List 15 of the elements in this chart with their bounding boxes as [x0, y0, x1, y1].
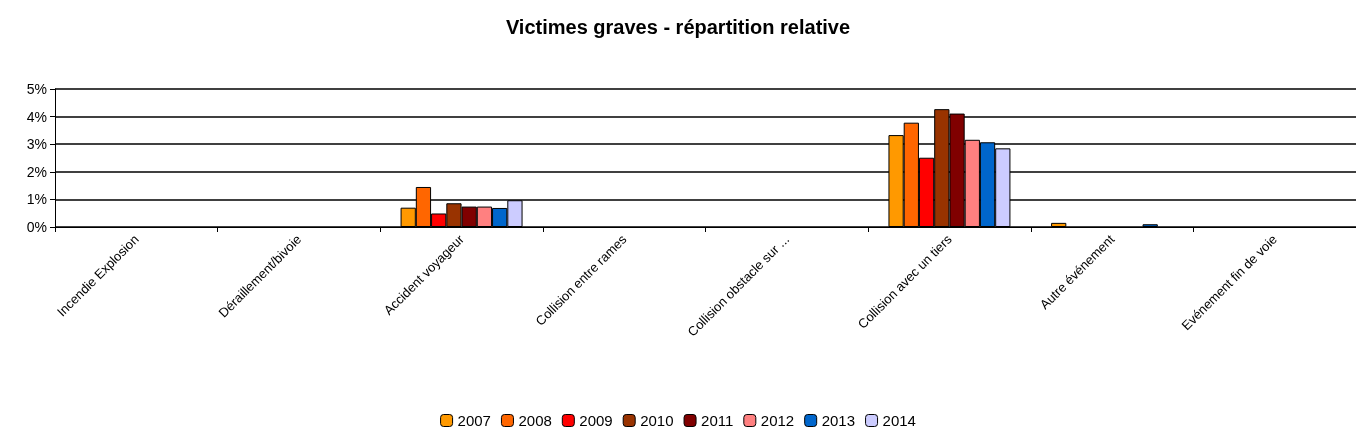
y-tick-label: 1% — [26, 191, 47, 208]
legend-label: 2010 — [640, 412, 674, 429]
legend-label: 2011 — [701, 412, 734, 429]
y-tick-label: 3% — [26, 136, 47, 153]
y-tick-label: 5% — [26, 81, 47, 97]
legend-label: 2014 — [882, 412, 916, 429]
legend-label: 2012 — [760, 412, 795, 429]
y-tick-label: 2% — [26, 163, 47, 180]
legend-label: 2008 — [518, 412, 552, 429]
legend-label: 2013 — [821, 412, 856, 429]
legend-label: 2009 — [579, 412, 613, 429]
chart-title: Victimes graves - répartition relative — [505, 16, 851, 38]
y-tick-label: 0% — [26, 219, 47, 235]
legend-label: 2007 — [457, 412, 491, 429]
y-tick-label: 4% — [26, 108, 47, 125]
